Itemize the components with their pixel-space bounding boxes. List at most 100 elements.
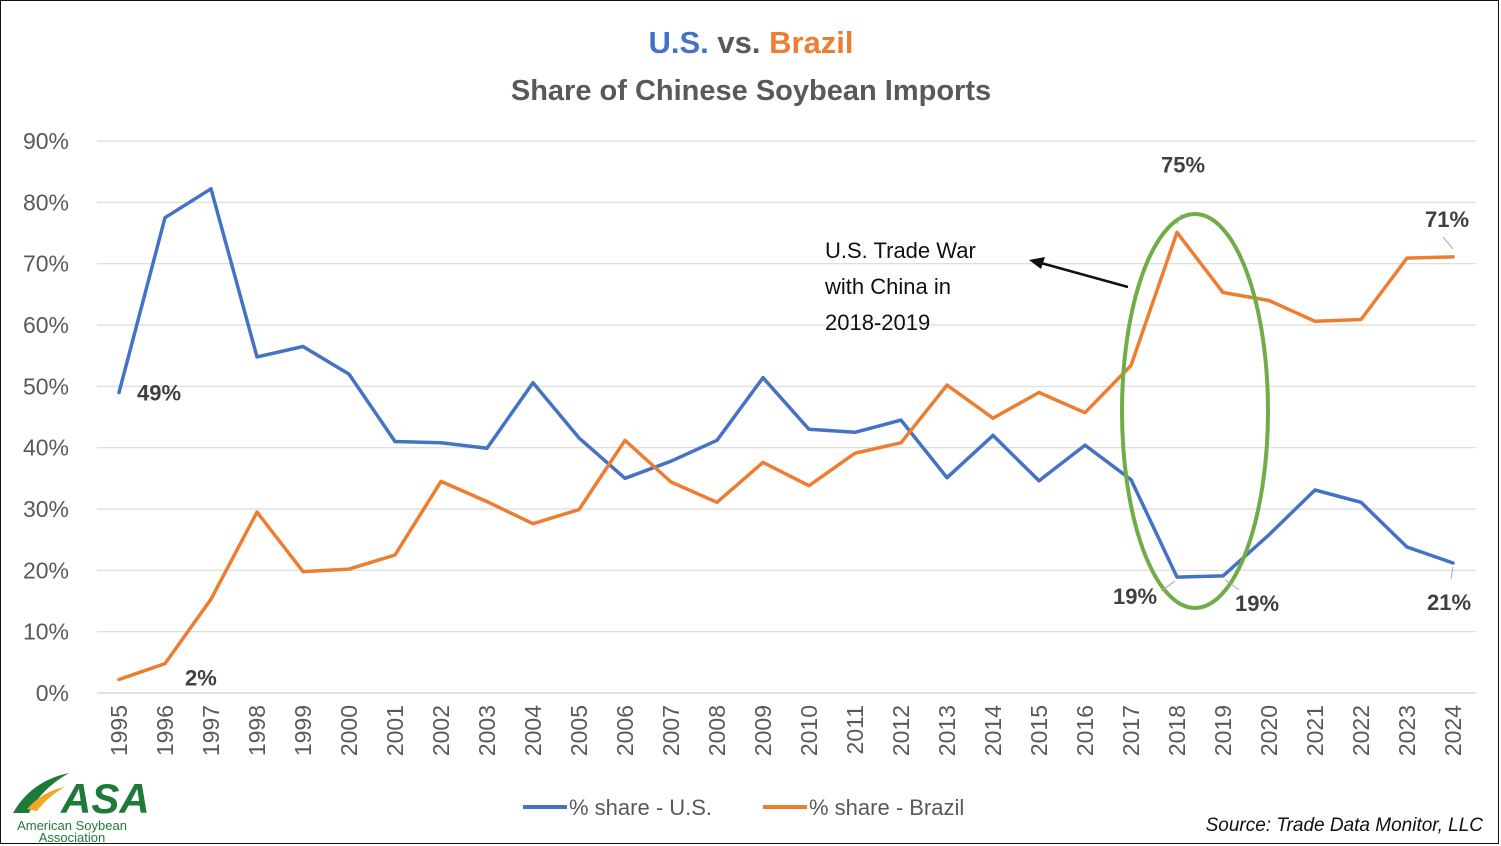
us-data-point [761, 376, 765, 380]
y-tick-label: 60% [23, 312, 69, 338]
us-data-point [1405, 545, 1409, 549]
brazil-data-point [623, 438, 627, 442]
us-series-line [117, 187, 1455, 579]
us-data-point [531, 381, 535, 385]
annotation-arrow-shaft [1040, 261, 1129, 289]
brazil-data-point [163, 661, 167, 666]
logo-leaf-green [13, 773, 69, 813]
y-tick-label: 80% [23, 189, 69, 215]
brazil-data-point [577, 508, 581, 512]
brazil-data-point [1037, 390, 1041, 395]
annotation-line-1: U.S. Trade War [825, 238, 976, 263]
us-data-point [1175, 575, 1179, 579]
x-tick-label: 2009 [750, 705, 776, 756]
data-label: 21% [1427, 590, 1471, 615]
x-tick-label: 2022 [1348, 705, 1374, 756]
us-data-point [623, 476, 627, 480]
us-data-point [669, 459, 673, 463]
chart-title-line1: U.S. vs. Brazil [648, 25, 853, 60]
x-tick-label: 2021 [1302, 705, 1328, 756]
brazil-data-point [899, 441, 903, 445]
y-axis-ticks: 0% 10% 20% 30% 40% 50% 60% 70% 80% 90% [23, 128, 69, 706]
data-label: 71% [1425, 207, 1469, 232]
x-tick-label: 2007 [658, 705, 684, 756]
data-label-leader [1160, 580, 1176, 592]
x-tick-label: 2000 [336, 705, 362, 756]
data-label-leader [1224, 579, 1240, 591]
x-tick-label: 2004 [520, 705, 546, 756]
brazil-data-point [669, 480, 673, 484]
us-data-point [255, 355, 259, 359]
us-data-point [347, 372, 351, 376]
data-label-leader [1450, 566, 1454, 580]
us-data-point [899, 418, 903, 422]
logo-name-line1: American Soybean [17, 818, 127, 833]
brazil-data-point [1359, 317, 1363, 322]
brazil-data-point [209, 597, 213, 601]
brazil-data-point [1221, 290, 1225, 295]
brazil-data-point [1267, 298, 1271, 303]
asa-logo: ASA American Soybean Association [13, 773, 150, 845]
brazil-data-point [991, 416, 995, 420]
x-axis-ticks: 1995 1996 1997 1998 1999 2000 2001 2002 2003 2004… [106, 705, 1466, 756]
us-data-point [945, 476, 949, 480]
x-tick-label: 1996 [152, 705, 178, 756]
title-vs: vs. [709, 25, 769, 60]
x-tick-label: 2008 [704, 705, 730, 756]
x-tick-label: 1995 [106, 705, 132, 756]
x-tick-label: 2024 [1440, 705, 1466, 756]
brazil-data-point [255, 510, 259, 514]
x-tick-label: 2010 [796, 705, 822, 756]
data-label: 75% [1161, 152, 1205, 177]
brazil-data-point [439, 479, 443, 483]
data-label: 19% [1113, 584, 1157, 609]
series-lines [117, 187, 1455, 682]
brazil-data-point [1083, 411, 1087, 415]
legend-us-label: % share - U.S. [569, 795, 712, 820]
title-brazil: Brazil [769, 25, 853, 60]
annotation-arrow-head [1029, 257, 1045, 269]
us-data-point [1267, 533, 1271, 537]
x-tick-label: 2011 [842, 705, 868, 754]
brazil-data-point [1451, 255, 1455, 259]
brazil-data-point [807, 484, 811, 488]
us-data-point [117, 390, 121, 395]
us-data-point [853, 430, 857, 434]
brazil-data-point [853, 451, 857, 455]
data-label-leader [1442, 236, 1454, 250]
us-data-point [1221, 574, 1225, 578]
x-tick-label: 2017 [1118, 705, 1144, 756]
x-tick-label: 2018 [1164, 705, 1190, 756]
us-data-point [577, 436, 581, 440]
us-data-point [1129, 477, 1133, 482]
y-tick-label: 90% [23, 128, 69, 154]
x-tick-label: 2005 [566, 705, 592, 756]
data-label: 2% [185, 666, 217, 691]
y-tick-label: 30% [23, 496, 69, 522]
x-tick-label: 2014 [980, 705, 1006, 756]
logo-leaf-orange [27, 787, 65, 811]
brazil-data-point [1129, 363, 1133, 368]
brazil-data-point [393, 553, 397, 557]
x-tick-label: 2023 [1394, 705, 1420, 756]
y-tick-label: 50% [23, 373, 69, 399]
x-tick-label: 2006 [612, 705, 638, 756]
brazil-data-point [1313, 319, 1317, 323]
us-data-point [209, 187, 213, 191]
data-label: 19% [1235, 591, 1279, 616]
y-tick-label: 70% [23, 251, 69, 277]
source-note: Source: Trade Data Monitor, LLC [1206, 815, 1484, 836]
us-data-point [715, 438, 719, 442]
x-tick-label: 1999 [290, 705, 316, 756]
us-data-point [393, 439, 397, 444]
x-tick-label: 1997 [198, 705, 224, 756]
y-tick-label: 0% [36, 680, 69, 706]
brazil-data-point [1175, 230, 1179, 234]
us-data-point [1037, 479, 1041, 483]
brazil-data-point [347, 567, 351, 571]
data-labels: 49% 2% 75% 71% 19% 19% 21% [137, 152, 1471, 690]
us-data-point [807, 427, 811, 431]
chart-subtitle: Share of Chinese Soybean Imports [511, 75, 991, 107]
